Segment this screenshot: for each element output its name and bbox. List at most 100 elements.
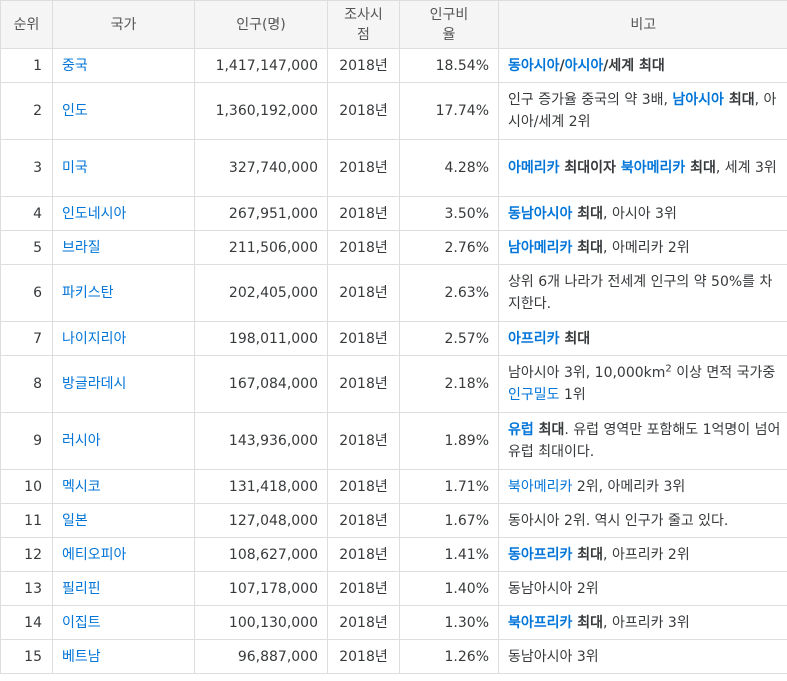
rank-cell: 11 <box>0 503 53 538</box>
survey-year-cell: 2018년 <box>327 469 400 504</box>
note-link[interactable]: 남아메리카 <box>508 239 573 256</box>
rank-cell: 4 <box>0 196 53 231</box>
rank-cell: 14 <box>0 605 53 640</box>
note-link[interactable]: 아시아 <box>564 57 604 74</box>
country-cell: 멕시코 <box>52 469 195 504</box>
country-cell: 필리핀 <box>52 571 195 606</box>
table-row: 11 일본 127,048,000 2018년 1.67% 동아시아 2위. 역시 인구가… <box>0 503 787 538</box>
note-link[interactable]: 동아프리카 <box>508 546 573 563</box>
population-cell: 96,887,000 <box>194 639 328 674</box>
country-cell: 나이지리아 <box>52 321 195 356</box>
note-link[interactable]: 북아메리카 <box>620 160 686 176</box>
table-row: 8 방글라데시 167,084,000 2018년 2.18% 남아시아 3위, 10,0… <box>0 355 787 413</box>
note-link[interactable]: 동아시아 <box>508 57 560 74</box>
note-cell: 동남아시아 최대, 아시아 3위 <box>498 196 787 231</box>
note-link[interactable]: 유럽 <box>508 422 534 438</box>
note-link[interactable]: 아프리카 <box>508 330 560 347</box>
table-row: 4 인도네시아 267,951,000 2018년 3.50% 동남아시아 최대, 아시아… <box>0 196 787 231</box>
country-cell: 브라질 <box>52 230 195 265</box>
note-text: 1위 <box>559 387 586 403</box>
country-link[interactable]: 베트남 <box>62 648 101 665</box>
country-link[interactable]: 중국 <box>62 57 88 74</box>
note-bold-text: 최대 <box>572 614 604 631</box>
note-text: , 아프리카 2위 <box>603 546 690 563</box>
note-cell: 동남아시아 2위 <box>498 571 787 606</box>
note-cell: 남아메리카 최대, 아메리카 2위 <box>498 230 787 265</box>
note-cell: 상위 6개 나라가 전세계 인구의 약 50%를 차지한다. <box>498 264 787 322</box>
note-text: , 아프리카 3위 <box>603 614 690 631</box>
population-ratio-cell: 4.28% <box>399 139 499 197</box>
country-link[interactable]: 인도 <box>62 103 88 119</box>
note-cell: 동아시아/아시아/세계 최대 <box>498 48 787 83</box>
survey-year-cell: 2018년 <box>327 537 400 572</box>
note-link[interactable]: 남아시아 <box>672 92 724 108</box>
country-link[interactable]: 나이지리아 <box>62 330 127 347</box>
note-text: , 세계 3위 <box>715 160 777 176</box>
note-link[interactable]: 동남아시아 <box>508 205 573 222</box>
table-row: 15 베트남 96,887,000 2018년 1.26% 동남아시아 3위 <box>0 639 787 674</box>
note-link[interactable]: 북아메리카 <box>508 478 573 495</box>
note-text: 인구 증가율 중국의 약 3배, <box>508 92 673 108</box>
country-link[interactable]: 브라질 <box>62 239 101 256</box>
note-bold-text: 최대 <box>723 92 755 108</box>
note-text: 남아시아 3위, 10,000km <box>508 365 666 381</box>
country-cell: 이집트 <box>52 605 195 640</box>
country-cell: 파키스탄 <box>52 264 195 322</box>
country-link[interactable]: 일본 <box>62 512 88 529</box>
rank-cell: 1 <box>0 48 53 83</box>
country-cell: 일본 <box>52 503 195 538</box>
country-link[interactable]: 필리핀 <box>62 580 101 597</box>
population-ratio-cell: 1.71% <box>399 469 499 504</box>
country-cell: 방글라데시 <box>52 355 195 413</box>
note-bold-text: 최대 <box>559 330 591 347</box>
country-link[interactable]: 미국 <box>62 160 88 176</box>
country-link[interactable]: 멕시코 <box>62 478 101 495</box>
country-link[interactable]: 이집트 <box>62 614 101 631</box>
note-bold-text: 최대 <box>533 422 565 438</box>
rank-cell: 8 <box>0 355 53 413</box>
rank-cell: 7 <box>0 321 53 356</box>
note-link[interactable]: 북아프리카 <box>508 614 573 631</box>
note-text: 2위, 아메리카 3위 <box>572 478 686 495</box>
survey-year-cell: 2018년 <box>327 264 400 322</box>
population-ratio-cell: 1.30% <box>399 605 499 640</box>
note-bold-text: 최대 <box>572 546 604 563</box>
country-link[interactable]: 인도네시아 <box>62 205 127 222</box>
table-row: 5 브라질 211,506,000 2018년 2.76% 남아메리카 최대, 아메리카 … <box>0 230 787 265</box>
table-row: 7 나이지리아 198,011,000 2018년 2.57% 아프리카 최대 <box>0 321 787 356</box>
survey-year-cell: 2018년 <box>327 82 400 140</box>
survey-date-header: 조사시 점 <box>327 0 400 49</box>
country-link[interactable]: 러시아 <box>62 433 101 449</box>
country-cell: 중국 <box>52 48 195 83</box>
note-bold-text: /세계 최대 <box>603 57 665 74</box>
note-text: , 아시아/세계 2위 <box>508 92 777 130</box>
country-cell: 인도 <box>52 82 195 140</box>
note-bold-text: 최대 <box>572 205 604 222</box>
country-cell: 인도네시아 <box>52 196 195 231</box>
population-ratio-header-line2: 율 <box>442 26 456 43</box>
country-cell: 러시아 <box>52 412 195 470</box>
survey-year-cell: 2018년 <box>327 412 400 470</box>
population-cell: 143,936,000 <box>194 412 328 470</box>
rank-cell: 5 <box>0 230 53 265</box>
note-cell: 남아시아 3위, 10,000km2 이상 면적 국가중 인구밀도 1위 <box>498 355 787 413</box>
note-link[interactable]: 아메리카 <box>508 160 560 176</box>
table-row: 2 인도 1,360,192,000 2018년 17.74% 인구 증가율 중국의 약 … <box>0 82 787 140</box>
country-link[interactable]: 방글라데시 <box>62 376 127 392</box>
country-header: 국가 <box>52 0 195 49</box>
survey-year-cell: 2018년 <box>327 196 400 231</box>
note-cell: 아메리카 최대이자 북아메리카 최대, 세계 3위 <box>498 139 787 197</box>
population-cell: 108,627,000 <box>194 537 328 572</box>
table-row: 10 멕시코 131,418,000 2018년 1.71% 북아메리카 2위, 아메리카… <box>0 469 787 504</box>
country-link[interactable]: 에티오피아 <box>62 546 127 563</box>
population-ratio-cell: 2.76% <box>399 230 499 265</box>
survey-year-cell: 2018년 <box>327 503 400 538</box>
note-text: , 아시아 3위 <box>603 205 677 222</box>
note-link[interactable]: 인구밀도 <box>508 387 560 403</box>
note-cell: 북아메리카 2위, 아메리카 3위 <box>498 469 787 504</box>
country-link[interactable]: 파키스탄 <box>62 285 114 301</box>
survey-year-cell: 2018년 <box>327 639 400 674</box>
population-cell: 131,418,000 <box>194 469 328 504</box>
note-bold-text: 최대이자 <box>559 160 621 176</box>
rank-cell: 10 <box>0 469 53 504</box>
